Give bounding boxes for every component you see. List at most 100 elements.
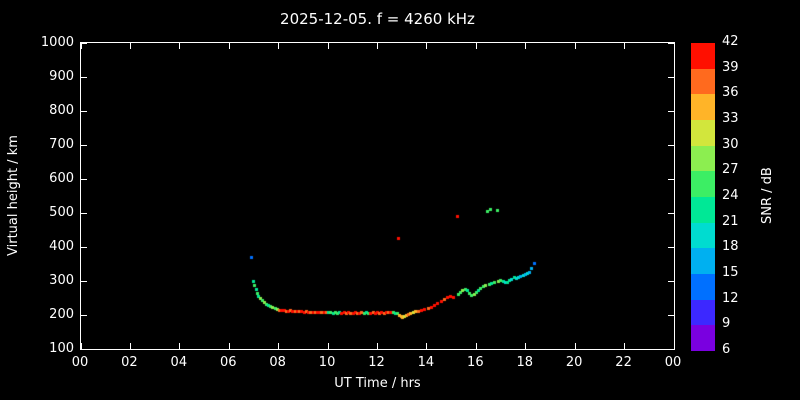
y-tick-mark bbox=[668, 144, 674, 146]
x-tick-label: 12 bbox=[368, 355, 385, 370]
x-tick-label: 14 bbox=[417, 355, 435, 370]
plot-area bbox=[80, 42, 675, 350]
y-axis-label: Virtual height / km bbox=[6, 135, 21, 257]
colorbar-tick-label: 36 bbox=[722, 85, 739, 101]
x-tick-mark bbox=[80, 43, 82, 49]
y-tick-mark bbox=[81, 42, 87, 44]
y-tick-label: 600 bbox=[49, 171, 74, 186]
y-tick-label: 300 bbox=[49, 273, 74, 288]
y-tick-mark bbox=[668, 280, 674, 282]
y-tick-label: 400 bbox=[49, 239, 74, 254]
x-tick-mark bbox=[475, 343, 477, 349]
x-tick-label: 00 bbox=[71, 355, 89, 370]
colorbar-band bbox=[691, 324, 715, 351]
y-tick-mark bbox=[81, 110, 87, 112]
y-tick-mark bbox=[81, 144, 87, 146]
x-axis-label: UT Time / hrs bbox=[334, 376, 421, 391]
y-tick-mark bbox=[81, 348, 87, 350]
x-tick-mark bbox=[574, 343, 576, 349]
colorbar-tick-label: 15 bbox=[722, 265, 739, 280]
y-tick-mark bbox=[81, 280, 87, 282]
x-tick-label: 10 bbox=[318, 355, 336, 370]
x-tick-mark bbox=[327, 343, 329, 349]
x-tick-mark bbox=[377, 43, 378, 49]
colorbar bbox=[690, 42, 716, 352]
colorbar-tick-label: 33 bbox=[722, 111, 739, 126]
y-tick-label: 500 bbox=[49, 205, 74, 220]
colorbar-band bbox=[691, 196, 715, 223]
colorbar-tick-label: 18 bbox=[722, 239, 739, 255]
y-tick-mark bbox=[81, 76, 87, 78]
x-tick-mark bbox=[673, 43, 675, 49]
x-tick-label: 00 bbox=[664, 355, 682, 370]
x-tick-mark bbox=[426, 43, 428, 49]
y-tick-mark bbox=[668, 76, 674, 78]
x-tick-mark bbox=[129, 43, 131, 49]
y-tick-label: 200 bbox=[49, 307, 74, 322]
colorbar-band bbox=[691, 68, 715, 95]
x-tick-label: 20 bbox=[565, 355, 583, 370]
x-tick-label: 06 bbox=[219, 355, 237, 370]
x-tick-mark bbox=[179, 343, 181, 349]
x-tick-label: 22 bbox=[615, 355, 632, 370]
colorbar-tick-label: 27 bbox=[722, 162, 739, 178]
colorbar-tick-label: 24 bbox=[722, 188, 739, 203]
x-tick-mark bbox=[228, 43, 230, 49]
y-tick-mark bbox=[668, 246, 674, 248]
x-tick-mark bbox=[278, 43, 280, 49]
y-tick-mark bbox=[668, 212, 674, 214]
x-tick-mark bbox=[278, 343, 280, 349]
colorbar-band bbox=[691, 273, 715, 300]
colorbar-tick-label: 42 bbox=[722, 34, 739, 49]
y-tick-mark bbox=[668, 42, 674, 44]
x-tick-label: 16 bbox=[467, 355, 484, 370]
x-tick-mark bbox=[327, 43, 329, 49]
x-tick-mark bbox=[228, 343, 230, 349]
x-tick-mark bbox=[377, 343, 378, 349]
x-tick-mark bbox=[525, 43, 527, 49]
y-tick-label: 900 bbox=[49, 69, 74, 84]
x-tick-mark bbox=[179, 43, 181, 49]
data-points-canvas bbox=[81, 43, 674, 349]
y-tick-mark bbox=[81, 314, 87, 316]
y-tick-mark bbox=[81, 246, 87, 248]
colorbar-tick-label: 30 bbox=[722, 136, 739, 152]
colorbar-band bbox=[691, 42, 715, 69]
chart-title: 2025-12-05. f = 4260 kHz bbox=[280, 10, 475, 28]
colorbar-band bbox=[691, 170, 715, 197]
x-tick-label: 18 bbox=[516, 355, 534, 370]
x-tick-label: 02 bbox=[121, 355, 138, 370]
colorbar-band bbox=[691, 93, 715, 120]
colorbar-tick-label: 21 bbox=[722, 213, 739, 229]
x-tick-mark bbox=[525, 343, 527, 349]
x-tick-mark bbox=[624, 43, 626, 49]
y-tick-mark bbox=[668, 348, 674, 350]
colorbar-band bbox=[691, 299, 715, 326]
colorbar-tick-label: 39 bbox=[722, 59, 739, 75]
colorbar-band bbox=[691, 145, 715, 172]
colorbar-band bbox=[691, 247, 715, 274]
colorbar-tick-label: 12 bbox=[722, 290, 739, 306]
x-tick-label: 04 bbox=[170, 355, 188, 370]
x-tick-mark bbox=[673, 343, 675, 349]
colorbar-band bbox=[691, 119, 715, 146]
y-tick-mark bbox=[668, 178, 674, 180]
x-tick-mark bbox=[129, 343, 131, 349]
y-tick-mark bbox=[668, 314, 674, 316]
x-tick-mark bbox=[624, 343, 626, 349]
y-tick-label: 1000 bbox=[40, 35, 74, 50]
y-tick-mark bbox=[81, 178, 87, 180]
colorbar-label: SNR / dB bbox=[760, 167, 775, 225]
colorbar-band bbox=[691, 222, 715, 249]
y-tick-label: 800 bbox=[49, 103, 74, 118]
y-tick-mark bbox=[668, 110, 674, 112]
x-tick-label: 08 bbox=[269, 355, 286, 370]
y-tick-mark bbox=[81, 212, 87, 214]
x-tick-mark bbox=[475, 43, 477, 49]
x-tick-mark bbox=[574, 43, 576, 49]
y-tick-label: 100 bbox=[49, 341, 74, 356]
colorbar-tick-label: 9 bbox=[722, 316, 731, 332]
y-tick-label: 700 bbox=[49, 137, 74, 152]
x-tick-mark bbox=[80, 343, 82, 349]
colorbar-tick-label: 6 bbox=[722, 342, 731, 357]
